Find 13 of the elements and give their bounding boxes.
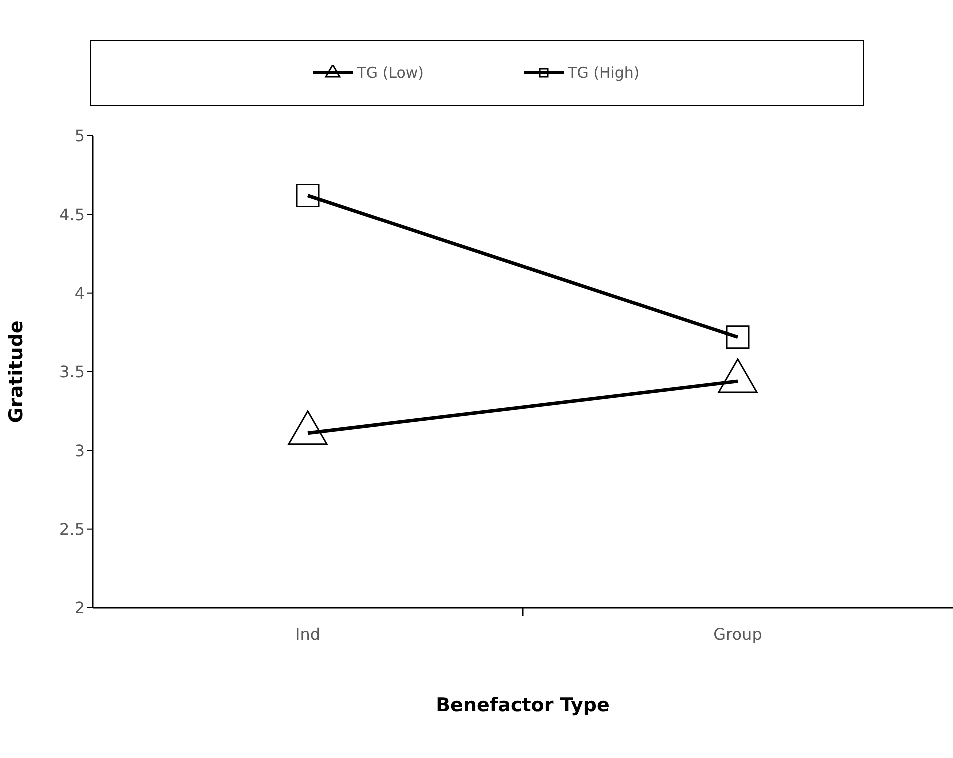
y-tick-label: 2	[74, 598, 85, 618]
x-tick-label: Ind	[295, 625, 321, 644]
x-tick-label: Group	[714, 625, 762, 644]
y-tick-label: 2.5	[60, 520, 85, 540]
y-tick-label: 3.5	[60, 362, 85, 382]
y-tick-label: 4	[74, 284, 85, 304]
legend-label: TG (Low)	[357, 64, 424, 82]
legend-label: TG (High)	[568, 64, 640, 82]
y-axis-title: Gratitude	[6, 320, 28, 424]
x-axis-title: Benefactor Type	[436, 694, 610, 716]
y-tick-label: 3	[74, 441, 85, 460]
y-tick-label: 5	[74, 126, 85, 146]
y-tick-label: 4.5	[60, 205, 85, 224]
